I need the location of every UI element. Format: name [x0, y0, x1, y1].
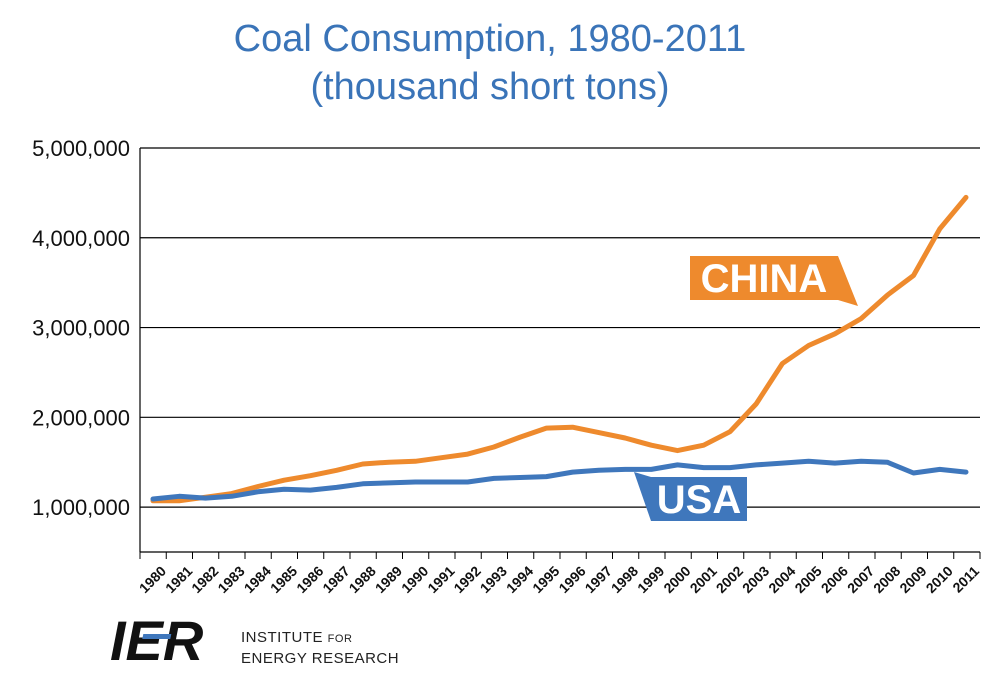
x-tick-label: 1985	[267, 563, 300, 596]
x-tick-label: 2000	[660, 563, 693, 596]
x-tick-label: 1981	[162, 563, 195, 596]
series-callouts: CHINA USA	[634, 256, 858, 522]
x-tick-label: 2010	[923, 563, 956, 596]
chart-title: Coal Consumption, 1980-2011	[233, 18, 747, 60]
x-tick-label: 2003	[739, 563, 772, 596]
x-tick-label: 2005	[791, 563, 824, 596]
logo-line1: INSTITUTE	[241, 629, 323, 646]
y-tick-label: 1,000,000	[32, 495, 130, 520]
callout-box-china	[690, 256, 838, 300]
x-tick-label: 2004	[765, 563, 798, 596]
y-tick-labels: 1,000,000 2,000,000 3,000,000 4,000,000 5,00…	[32, 136, 130, 520]
x-tick-label: 2001	[687, 563, 720, 596]
x-tick-label: 1993	[477, 563, 510, 596]
y-tick-label: 5,000,000	[32, 136, 130, 161]
x-tick-labels: 1980198119821983198419851986198719881989…	[136, 563, 982, 596]
x-tick-label: 1986	[293, 563, 326, 596]
callout-box-usa	[651, 477, 747, 521]
x-tick-label: 1997	[582, 563, 615, 596]
axes	[139, 148, 981, 559]
x-tick-label: 1984	[241, 563, 274, 596]
callout-label-china: CHINA	[701, 257, 828, 301]
line-chart: 1,000,000 2,000,000 3,000,000 4,000,000 5,00…	[32, 136, 982, 596]
ier-logo-icon: IER	[110, 612, 204, 664]
x-tick-label: 2006	[818, 563, 851, 596]
series-lines	[150, 194, 969, 504]
logo-text: INSTITUTE FOR ENERGY RESEARCH	[241, 628, 399, 668]
x-tick-label: 2002	[713, 563, 746, 596]
y-tick-label: 2,000,000	[32, 405, 130, 430]
x-tick-label: 1988	[346, 563, 379, 596]
x-tick-label: 1980	[136, 563, 169, 596]
grid-lines	[140, 147, 980, 508]
x-tick-label: 1991	[424, 563, 457, 596]
x-tick-label: 1995	[529, 563, 562, 596]
x-tick-label: 1989	[372, 563, 405, 596]
x-tick-label: 2008	[870, 563, 903, 596]
series-line-usa	[150, 458, 969, 502]
x-tick-label: 2009	[896, 563, 929, 596]
callout-label-usa: USA	[657, 478, 741, 522]
y-tick-label: 3,000,000	[32, 316, 130, 341]
x-tick-label: 2007	[844, 563, 877, 596]
callout-pointer-usa	[634, 472, 651, 521]
x-tick-label: 1994	[503, 563, 536, 596]
logo-line2: ENERGY RESEARCH	[241, 650, 400, 667]
chart-subtitle: (thousand short tons)	[310, 66, 670, 108]
x-tick-label: 1982	[188, 563, 221, 596]
x-tick-label: 2011	[949, 563, 982, 596]
logo-stripe	[142, 634, 172, 639]
x-tick-label: 1992	[450, 563, 483, 596]
logo-line1-small: FOR	[327, 633, 353, 645]
x-tick-label: 1998	[608, 563, 641, 596]
x-tick-label: 1996	[555, 563, 588, 596]
x-tick-label: 1990	[398, 563, 431, 596]
series-line-china	[150, 194, 969, 504]
callout-pointer-china	[838, 256, 858, 306]
x-tick-label: 1999	[634, 563, 667, 596]
y-tick-label: 4,000,000	[32, 226, 130, 251]
x-tick-label: 1983	[214, 563, 247, 596]
x-tick-label: 1987	[319, 563, 352, 596]
